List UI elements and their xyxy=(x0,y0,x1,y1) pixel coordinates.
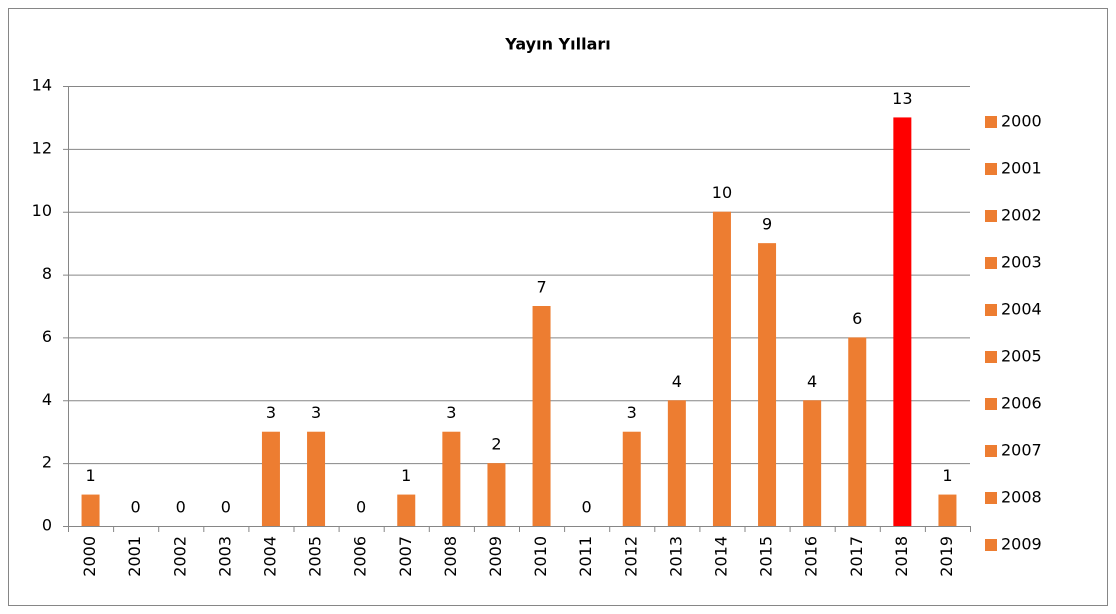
legend-label: 2007 xyxy=(1001,441,1042,460)
data-label: 9 xyxy=(762,215,772,234)
data-label: 3 xyxy=(311,403,321,422)
legend-swatch xyxy=(985,210,997,222)
legend-swatch xyxy=(985,445,997,457)
data-label: 3 xyxy=(446,403,456,422)
legend-swatch xyxy=(985,163,997,175)
x-tick-label: 2017 xyxy=(847,536,866,577)
legend-swatch xyxy=(985,304,997,316)
data-label: 0 xyxy=(582,498,592,517)
bar xyxy=(397,494,416,526)
y-tick-label: 14 xyxy=(32,76,52,95)
y-tick-label: 0 xyxy=(42,516,52,535)
legend-label: 2005 xyxy=(1001,347,1042,366)
x-tick-label: 2005 xyxy=(306,536,325,577)
y-tick-label: 2 xyxy=(42,453,52,472)
legend-label: 2006 xyxy=(1001,394,1042,413)
legend-label: 2004 xyxy=(1001,300,1042,319)
x-tick-label: 2019 xyxy=(937,536,956,577)
legend-swatch xyxy=(985,492,997,504)
legend-swatch xyxy=(985,398,997,410)
x-tick-label: 2013 xyxy=(666,536,685,577)
y-tick-label: 12 xyxy=(32,138,52,157)
x-tick-label: 2006 xyxy=(351,536,370,577)
bar xyxy=(667,400,686,526)
bar xyxy=(848,337,867,526)
x-tick-label: 2001 xyxy=(125,536,144,577)
data-label: 0 xyxy=(176,498,186,517)
x-tick-label: 2000 xyxy=(80,536,99,577)
data-label: 6 xyxy=(852,309,862,328)
x-tick-label: 2007 xyxy=(396,536,415,577)
data-label: 4 xyxy=(807,372,817,391)
legend-swatch xyxy=(985,351,997,363)
legend-swatch xyxy=(985,539,997,551)
chart-title: Yayın Yılları xyxy=(504,35,611,54)
y-tick-label: 8 xyxy=(42,264,52,283)
data-label: 0 xyxy=(356,498,366,517)
bar xyxy=(487,463,506,526)
data-label: 3 xyxy=(266,403,276,422)
bar xyxy=(758,243,777,526)
legend-label: 2001 xyxy=(1001,159,1042,178)
data-label: 0 xyxy=(131,498,141,517)
legend-label: 2003 xyxy=(1001,253,1042,272)
data-label: 4 xyxy=(672,372,682,391)
data-label: 0 xyxy=(221,498,231,517)
legend-label: 2002 xyxy=(1001,206,1042,225)
data-label: 1 xyxy=(401,466,411,485)
data-label: 1 xyxy=(942,466,952,485)
x-tick-label: 2004 xyxy=(260,536,279,577)
y-tick-label: 6 xyxy=(42,327,52,346)
x-tick-label: 2015 xyxy=(757,536,776,577)
bar xyxy=(938,494,957,526)
data-label: 7 xyxy=(536,278,546,297)
x-tick-label: 2009 xyxy=(486,536,505,577)
x-tick-label: 2002 xyxy=(170,536,189,577)
legend-swatch xyxy=(985,257,997,269)
bar xyxy=(442,431,461,526)
bar xyxy=(532,306,551,526)
x-tick-label: 2010 xyxy=(531,536,550,577)
data-label: 3 xyxy=(627,403,637,422)
y-tick-label: 4 xyxy=(42,390,52,409)
bar xyxy=(893,117,912,526)
data-label: 13 xyxy=(892,89,912,108)
x-tick-label: 2011 xyxy=(576,536,595,577)
x-tick-label: 2012 xyxy=(621,536,640,577)
x-tick-label: 2014 xyxy=(711,536,730,577)
data-label: 1 xyxy=(85,466,95,485)
data-label: 10 xyxy=(712,183,732,202)
bar xyxy=(803,400,822,526)
legend-label: 2000 xyxy=(1001,112,1042,131)
bar xyxy=(81,494,100,526)
bar xyxy=(622,431,641,526)
bar xyxy=(712,211,731,526)
x-tick-label: 2008 xyxy=(441,536,460,577)
x-tick-label: 2016 xyxy=(802,536,821,577)
chart-border xyxy=(8,8,1108,606)
x-tick-label: 2003 xyxy=(215,536,234,577)
x-tick-label: 2018 xyxy=(892,536,911,577)
legend-label: 2008 xyxy=(1001,488,1042,507)
legend-swatch xyxy=(985,116,997,128)
bar xyxy=(261,431,280,526)
bar xyxy=(307,431,326,526)
y-tick-label: 10 xyxy=(32,201,52,220)
legend-label: 2009 xyxy=(1001,535,1042,554)
data-label: 2 xyxy=(491,435,501,454)
